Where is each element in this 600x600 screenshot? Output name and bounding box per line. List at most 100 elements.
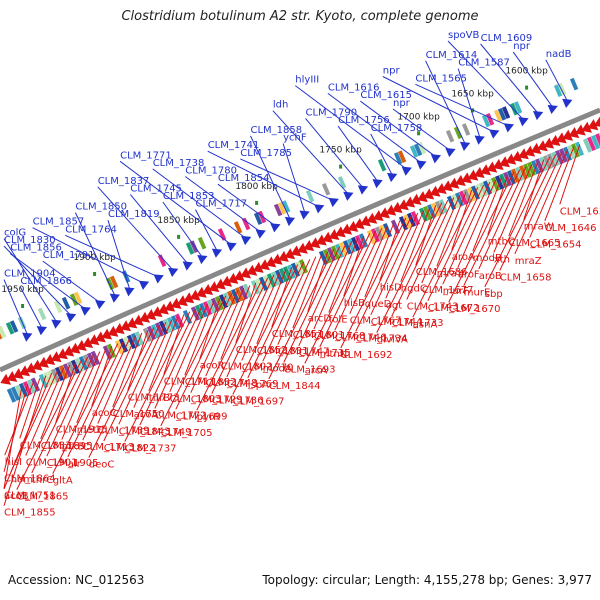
gene-name: CLM_1609 [481,33,533,44]
gene-name: asnA [413,319,438,330]
feature-block [281,200,291,213]
gene-name: CLM_1780 [185,166,237,177]
feature-block [393,152,403,165]
gene-label: CLM_1819 [107,209,160,297]
reverse-gene-arrow [6,370,18,382]
gene-leader-line [472,177,503,252]
reverse-gene-arrow [221,275,233,287]
feature-block [558,148,569,163]
gene-leader-line [379,220,401,281]
gene-name: aroA [452,252,475,263]
gene-label: CLM_1915 [55,362,107,435]
reverse-gene-arrow [354,218,365,230]
gene-label: sbp [484,156,551,300]
gene-name: CLM_1767 [350,316,402,327]
reverse-gene-arrow [88,334,100,346]
forward-gene-arrow [489,129,500,139]
gene-label: CLM_1865 [16,359,83,503]
gene-label: CLM_1741 [207,140,325,214]
feature-block [190,306,201,321]
gene-name: CLM_1769 [227,379,279,390]
gene-leader-line [343,235,365,297]
gene-label: murF [442,181,491,297]
feature-block [334,243,345,259]
gene-leader-line [148,316,179,392]
gene-label: mraZ [514,151,563,267]
gene-leader-line [129,194,189,265]
gene-leader-line [184,301,215,376]
feature-block [514,166,525,182]
gene-label: CLM_1768 [313,241,365,342]
forward-gene-arrow [343,191,354,201]
gene-leader-line [133,319,173,408]
scale-tick-mark [339,164,343,169]
gene-name: mtnN [320,349,347,360]
gene-leader-line [447,40,525,121]
gene-label: CLM_1850 [74,202,127,303]
feature-block [174,313,185,328]
forward-gene-arrow [80,306,91,316]
gene-name: CLM_1677 [422,285,474,296]
gene-leader-line [16,359,83,490]
reverse-gene-arrow [120,320,131,332]
gene-label: ldh [272,100,354,201]
feature-block [154,322,165,337]
gene-label: CLM_1833 [19,378,71,451]
gene-name: CLM_1711 [164,376,216,387]
gene-leader-line [463,169,521,286]
gene-name: CLM_1616 [328,82,380,93]
reverse-gene-arrow [341,223,353,235]
reverse-gene-arrow [404,196,416,208]
gene-leader-line [61,351,101,440]
gene-name: metF [77,425,103,436]
gene-name: modA [263,363,292,374]
feature-block [210,297,221,313]
reverse-gene-arrow [436,183,447,195]
gene-leader-line [327,92,423,164]
gene-name: CLM_1802 [221,361,273,372]
forward-gene-arrow [197,255,208,265]
gene-leader-line [9,253,87,311]
gene-label: CLM_1747 [277,256,329,358]
reverse-gene-arrow [196,286,207,298]
gene-label: CLM_1565 [415,73,515,133]
gene-name: deoC [89,460,115,471]
feature-block [82,354,93,369]
gene-leader-line [25,367,65,456]
reverse-gene-arrow [227,272,239,284]
gene-label: mtbC [487,174,515,248]
feature-block [337,176,347,189]
gene-leader-line [205,287,245,377]
gene-name: CLM_1705 [161,428,213,439]
feature-block [198,302,209,318]
gene-leader-line [283,246,341,363]
gene-label: ychF [282,133,310,220]
gene-label: CLM_1748 [205,287,257,389]
gene-leader-line [88,327,155,458]
gene-leader-line [103,324,161,442]
feature-block [118,338,129,353]
gene-name: thrB [149,393,170,404]
forward-gene-arrow [299,210,310,220]
scale-tick: 1650 kbp [451,89,494,113]
reverse-gene-arrow [126,317,138,329]
feature-block [18,382,29,398]
reverse-gene-arrow [38,356,49,368]
gene-leader-line [64,234,160,278]
gene-leader-line [319,230,377,348]
gene-leader-line [3,245,72,317]
gene-leader-line [185,176,262,233]
gene-name: mraY [437,268,464,279]
gene-leader-line [74,212,116,297]
gene-label: CLM_1739 [97,335,149,437]
gene-leader-line [370,133,394,177]
gene-name: CLM_1855 [4,508,56,519]
gene-name: CLM_1854 [218,173,270,184]
feature-block [226,290,237,306]
reverse-gene-arrow [499,156,510,168]
gene-leader-line [272,110,350,196]
gene-label: acoR [199,298,225,372]
gene-name: hisD [380,283,402,294]
gene-leader-line [514,151,563,255]
